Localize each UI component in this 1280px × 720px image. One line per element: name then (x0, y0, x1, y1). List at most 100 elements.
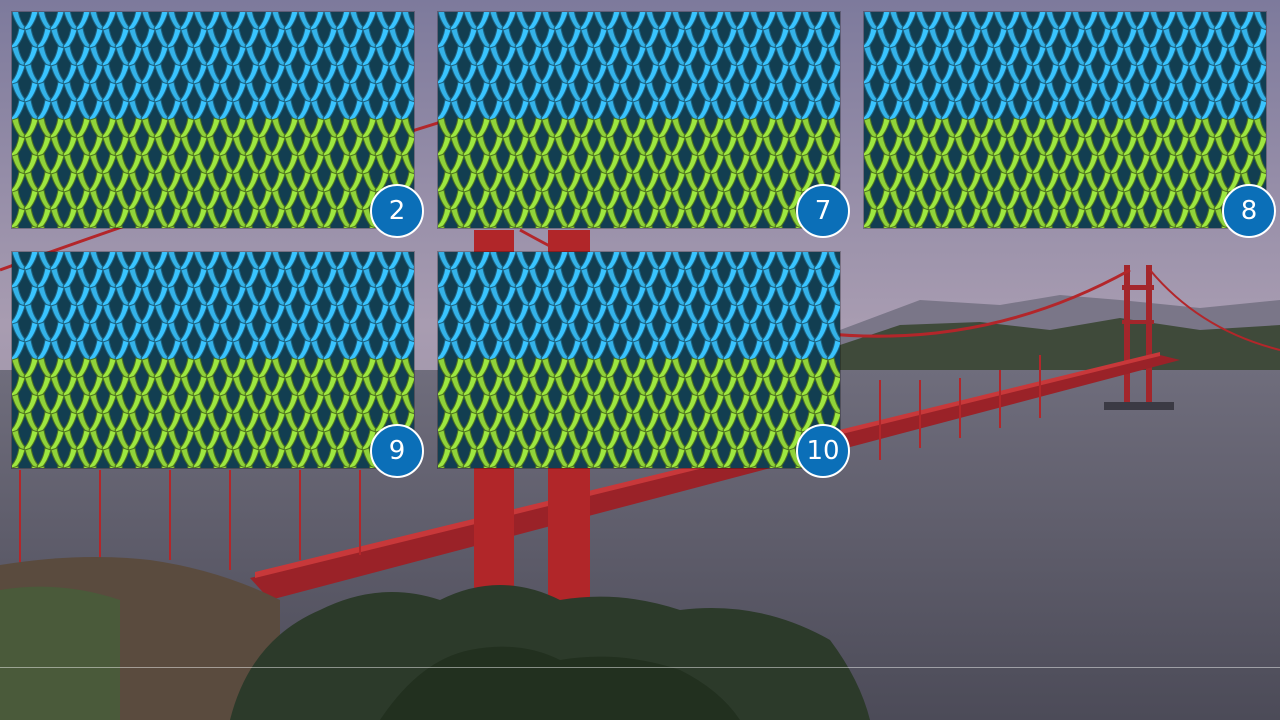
yarn-stitch (592, 447, 608, 468)
yarn-stitch (722, 303, 738, 327)
yarn-stitch (501, 117, 517, 141)
yarn-stitch (579, 357, 595, 381)
yarn-stitch (127, 189, 143, 213)
yarn-stitch (179, 252, 195, 273)
yarn-stitch (153, 321, 169, 345)
window-thumbnail-9[interactable]: 9 (12, 252, 424, 478)
yarn-stitch (527, 45, 543, 69)
yarn-stitch (101, 45, 117, 69)
yarn-stitch (23, 117, 39, 141)
yarn-stitch (1135, 153, 1151, 177)
yarn-stitch (75, 12, 91, 33)
yarn-stitch (670, 447, 686, 468)
yarn-stitch (1065, 225, 1073, 228)
yarn-stitch (167, 465, 175, 468)
yarn-stitch (709, 81, 725, 105)
yarn-stitch (735, 429, 751, 453)
yarn-stitch (979, 12, 995, 33)
yarn-stitch (153, 357, 169, 381)
yarn-stitch (140, 171, 156, 195)
yarn-stitch (37, 225, 45, 228)
window-thumbnail-2[interactable]: 2 (12, 12, 424, 238)
yarn-stitch (722, 99, 738, 123)
yarn-stitch (192, 375, 208, 399)
yarn-stitch (800, 339, 816, 363)
yarn-stitch (1226, 135, 1242, 159)
yarn-stitch (709, 117, 725, 141)
yarn-stitch (1187, 81, 1203, 105)
yarn-stitch (244, 27, 260, 51)
yarn-stitch (374, 99, 390, 123)
yarn-stitch (540, 135, 556, 159)
yarn-stitch (114, 303, 130, 327)
yarn-stitch (244, 267, 260, 291)
window-thumbnail-10[interactable]: 10 (438, 252, 850, 478)
yarn-stitch (1070, 135, 1086, 159)
yarn-stitch (153, 393, 169, 417)
yarn-stitch (722, 411, 738, 435)
yarn-stitch (62, 339, 78, 363)
yarn-stitch (244, 447, 260, 468)
yarn-stitch (992, 27, 1008, 51)
yarn-stitch (774, 267, 790, 291)
yarn-stitch (322, 99, 338, 123)
yarn-stitch (527, 357, 543, 381)
yarn-stitch (813, 321, 829, 345)
yarn-stitch (36, 135, 52, 159)
yarn-stitch (1239, 45, 1255, 69)
yarn-stitch (1161, 12, 1177, 33)
yarn-stitch (309, 153, 325, 177)
yarn-stitch (335, 45, 351, 69)
yarn-stitch (827, 252, 840, 273)
yarn-stitch (265, 465, 273, 468)
yarn-stitch (179, 12, 195, 33)
yarn-stitch (153, 252, 169, 273)
yarn-stitch (605, 45, 621, 69)
yarn-stitch (553, 393, 569, 417)
window-thumbnail-8[interactable]: 8 (864, 12, 1276, 238)
yarn-stitch (179, 357, 195, 381)
yarn-stitch (761, 12, 777, 33)
yarn-stitch (940, 171, 956, 195)
yarn-stitch (605, 285, 621, 309)
yarn-stitch (462, 303, 478, 327)
window-thumbnail-7[interactable]: 7 (438, 12, 850, 238)
yarn-stitch (657, 429, 673, 453)
yarn-stitch (296, 207, 312, 228)
yarn-stitch (631, 285, 647, 309)
yarn-stitch (36, 411, 52, 435)
yarn-stitch (257, 429, 273, 453)
yarn-stitch (709, 357, 725, 381)
yarn-stitch (387, 252, 403, 273)
yarn-stitch (735, 393, 751, 417)
yarn-stitch (161, 225, 169, 228)
yarn-stitch (463, 465, 471, 468)
yarn-stitch (826, 375, 840, 399)
yarn-stitch (1175, 225, 1183, 228)
yarn-stitch (683, 12, 699, 33)
yarn-stitch (101, 252, 117, 273)
yarn-stitch (23, 429, 39, 453)
yarn-stitch (787, 45, 803, 69)
yarn-stitch (631, 12, 647, 33)
yarn-stitch (187, 225, 195, 228)
yarn-stitch (1096, 135, 1112, 159)
yarn-stitch (953, 12, 969, 33)
yarn-stitch (889, 225, 897, 228)
yarn-stitch (488, 375, 504, 399)
yarn-stitch (515, 225, 523, 228)
yarn-stitch (23, 12, 39, 33)
yarn-stitch (1122, 99, 1138, 123)
yarn-stitch (449, 321, 465, 345)
yarn-stitch (166, 447, 182, 468)
window-preview (12, 12, 414, 228)
yarn-stitch (527, 189, 543, 213)
yarn-stitch (462, 411, 478, 435)
yarn-stitch (592, 375, 608, 399)
yarn-stitch (244, 303, 260, 327)
yarn-stitch (631, 357, 647, 381)
yarn-stitch (587, 225, 595, 228)
yarn-stitch (592, 171, 608, 195)
yarn-stitch (488, 63, 504, 87)
yarn-stitch (205, 252, 221, 273)
